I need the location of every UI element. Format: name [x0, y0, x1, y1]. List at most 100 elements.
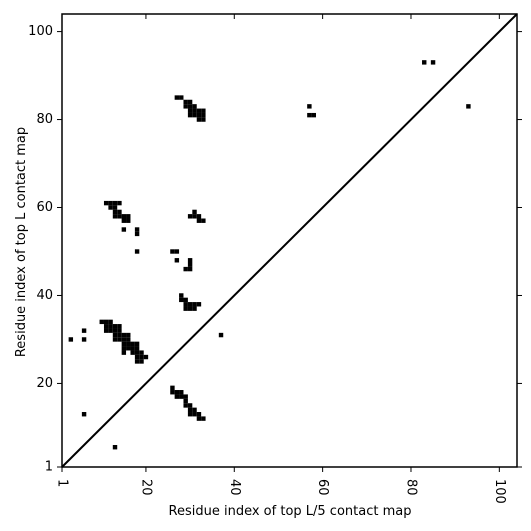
- contact-point: [192, 108, 197, 113]
- contact-point: [126, 332, 131, 338]
- contact-point: [117, 337, 122, 342]
- contact-point: [121, 346, 127, 351]
- contact-point: [196, 412, 202, 417]
- contact-point: [192, 214, 197, 219]
- contact-point: [81, 412, 87, 417]
- contact-point: [121, 350, 127, 355]
- contact-point: [187, 112, 193, 118]
- contact-point: [183, 104, 188, 109]
- contact-point: [183, 302, 188, 307]
- contact-point: [187, 262, 193, 267]
- y-tick-label: 20: [36, 376, 53, 391]
- contact-point: [108, 324, 113, 329]
- contact-point: [103, 319, 109, 325]
- y-axis-ticks: 1 20 40 60 80 100: [28, 24, 522, 475]
- contact-point: [196, 108, 202, 113]
- contact-point: [112, 324, 118, 329]
- plot-frame: [61, 13, 518, 468]
- contact-point: [121, 214, 127, 219]
- contact-point: [112, 445, 118, 450]
- plot-area: [61, 13, 518, 468]
- contact-point: [183, 403, 188, 408]
- contact-point: [112, 332, 118, 338]
- contact-point: [192, 407, 197, 413]
- contact-point: [126, 214, 131, 219]
- contact-point: [103, 328, 109, 333]
- contact-point: [134, 249, 140, 254]
- contact-point: [192, 104, 197, 109]
- contact-point: [117, 324, 122, 329]
- contact-point: [201, 416, 206, 421]
- contact-point: [311, 112, 317, 118]
- contact-point: [103, 324, 109, 329]
- contact-point: [139, 359, 144, 364]
- contact-point: [117, 209, 122, 215]
- y-tick-label: 100: [28, 24, 53, 39]
- contact-point: [170, 385, 175, 391]
- x-tick-label: 80: [403, 479, 418, 496]
- contact-point: [196, 112, 202, 118]
- x-tick-label: 40: [227, 479, 242, 496]
- contact-point: [112, 200, 118, 206]
- contact-point: [130, 350, 135, 355]
- contact-point: [126, 218, 131, 223]
- x-tick-label: 20: [138, 479, 153, 496]
- contact-point: [134, 354, 140, 360]
- x-tick-label: 100: [492, 479, 507, 504]
- x-tick-label: 1: [55, 479, 70, 487]
- y-tick-label: 60: [36, 200, 53, 215]
- contact-point: [187, 104, 193, 109]
- contact-point: [134, 346, 140, 351]
- contact-point: [108, 205, 113, 210]
- contact-point: [183, 99, 188, 105]
- contact-point: [130, 346, 135, 351]
- contact-point: [130, 341, 135, 347]
- contact-point: [196, 218, 202, 223]
- contact-point: [174, 394, 180, 399]
- contact-point: [139, 350, 144, 355]
- contact-point: [192, 302, 197, 307]
- contact-point: [430, 60, 436, 65]
- contact-point: [466, 104, 471, 109]
- contact-point: [192, 112, 197, 118]
- contact-point: [187, 403, 193, 408]
- contact-point: [183, 297, 188, 303]
- contact-point: [187, 407, 193, 413]
- contact-point: [68, 337, 74, 342]
- x-tick-label: 60: [315, 479, 330, 496]
- contact-point: [112, 209, 118, 215]
- contact-point: [134, 341, 140, 347]
- contact-point: [121, 337, 127, 342]
- contact-point: [139, 354, 144, 360]
- contact-point: [108, 319, 113, 325]
- contact-point: [117, 332, 122, 338]
- contact-point: [179, 394, 184, 399]
- contact-point: [179, 293, 184, 298]
- contact-point: [112, 337, 118, 342]
- contact-point: [112, 205, 118, 210]
- contact-point: [201, 108, 206, 113]
- contact-point: [187, 108, 193, 113]
- contact-point: [201, 117, 206, 122]
- y-tick-label: 80: [36, 112, 53, 127]
- contact-point: [117, 214, 122, 219]
- contact-point: [196, 302, 202, 307]
- contact-point: [187, 99, 193, 105]
- x-axis-label: Residue index of top L/5 contact map: [169, 504, 412, 519]
- contact-point: [121, 341, 127, 347]
- contact-point: [134, 227, 140, 232]
- contact-point: [112, 214, 118, 219]
- contact-point: [183, 306, 188, 311]
- contact-point: [134, 359, 140, 364]
- contact-point: [192, 412, 197, 417]
- contact-point: [179, 297, 184, 303]
- contact-point: [187, 306, 193, 311]
- diagonal-line: [61, 13, 518, 468]
- contact-point: [307, 112, 312, 118]
- contact-point: [126, 341, 131, 347]
- contact-point: [121, 332, 127, 338]
- contact-point: [187, 214, 193, 219]
- contact-point: [117, 328, 122, 333]
- y-axis-label: Residue index of top L contact map: [14, 127, 29, 357]
